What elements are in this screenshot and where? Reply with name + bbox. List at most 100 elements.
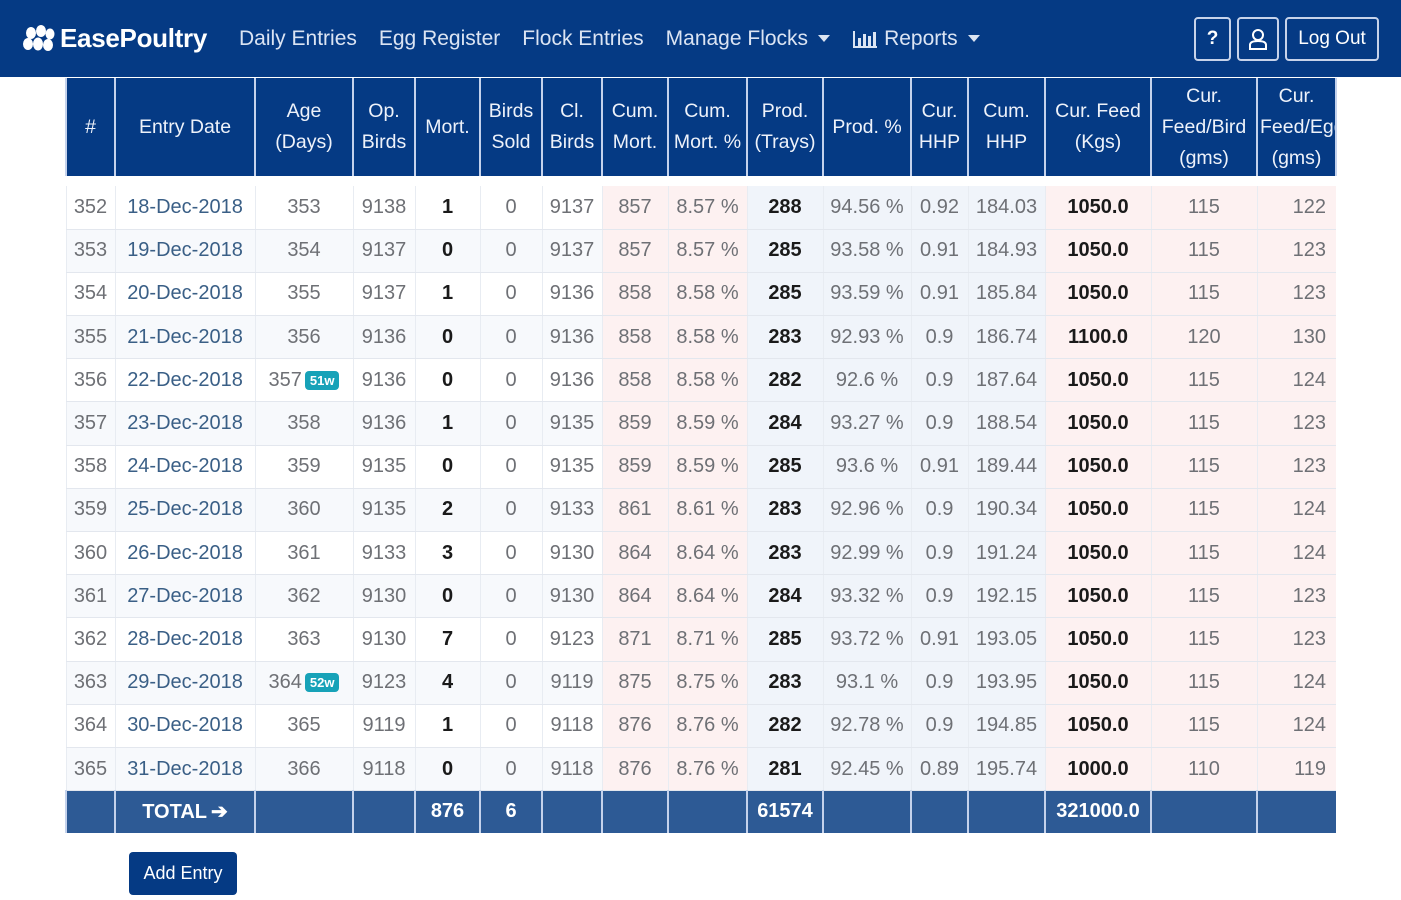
entry-date-link[interactable]: 29-Dec-2018	[114, 661, 255, 705]
column-header[interactable]: Cur. Feed/Bird (gms)	[1150, 78, 1258, 176]
cell-sold: 0	[479, 531, 542, 576]
column-header[interactable]: Prod. %	[822, 78, 912, 176]
daily-entries-table-container: # Entry Date Age (Days) Op. Birds Mort. Birds…	[65, 78, 1337, 833]
entry-date-link[interactable]: 30-Dec-2018	[114, 704, 255, 748]
age-value: 366	[287, 757, 321, 780]
cell-prod-pct: 93.58 %	[822, 229, 911, 273]
column-header[interactable]: Cum. HHP	[967, 78, 1046, 176]
cell-cl-birds: 9130	[541, 531, 602, 576]
nav-flock-entries[interactable]: Flock Entries	[522, 27, 643, 51]
cell-age: 360	[254, 488, 353, 533]
cell-feed-egg: 124	[1256, 488, 1336, 533]
cell-prod-pct: 93.6 %	[822, 445, 911, 489]
cell-cum-mort: 875	[601, 661, 668, 705]
cell-feed-bird: 115	[1150, 617, 1257, 662]
column-header[interactable]: Cur. Feed (Kgs)	[1044, 78, 1152, 176]
cell-feed-egg: 119	[1256, 747, 1336, 792]
entry-date-link[interactable]: 19-Dec-2018	[114, 229, 255, 273]
table-header-row: # Entry Date Age (Days) Op. Birds Mort. Birds…	[65, 78, 1337, 176]
entry-date-link[interactable]: 21-Dec-2018	[114, 315, 255, 360]
column-header[interactable]: Prod. (Trays)	[746, 78, 824, 176]
logout-button[interactable]: Log Out	[1285, 17, 1379, 61]
entry-date-link[interactable]: 27-Dec-2018	[114, 574, 255, 619]
cell-cur-hhp: 0.91	[910, 617, 968, 662]
column-header[interactable]: Birds Sold	[479, 78, 543, 176]
nav-reports-dropdown[interactable]: Reports	[852, 27, 980, 51]
cell-cum-hhp: 190.34	[967, 488, 1045, 533]
cell-feed-egg: 124	[1256, 531, 1336, 576]
cell-age: 353	[254, 186, 353, 230]
add-entry-button[interactable]: Add Entry	[129, 852, 237, 895]
entry-date-link[interactable]: 28-Dec-2018	[114, 617, 255, 662]
cell-feed: 1050.0	[1044, 704, 1151, 748]
age-value: 365	[287, 714, 321, 737]
cell-prod-pct: 94.56 %	[822, 186, 911, 230]
nav-links: Daily Entries Egg Register Flock Entries…	[227, 27, 990, 51]
column-header[interactable]: #	[65, 78, 116, 176]
cell-prod-pct: 92.99 %	[822, 531, 911, 576]
column-header[interactable]: Cum. Mort.	[601, 78, 669, 176]
nav-egg-register-label: Egg Register	[378, 26, 501, 50]
table-body: 352 18-Dec-2018 353 9138 1 0 9137 857 8.57 % 288 9…	[65, 186, 1336, 792]
table-row: 365 31-Dec-2018 366 9118 0 0 9118 876 8.76 % 281 9…	[65, 747, 1336, 792]
user-profile-button[interactable]	[1237, 17, 1279, 61]
cell-feed: 1050.0	[1044, 574, 1151, 619]
cell-mort: 3	[414, 531, 480, 576]
cell-op-birds: 9136	[352, 401, 415, 446]
cell-cum-mort-pct: 8.57 %	[667, 229, 747, 273]
age-value: 362	[287, 584, 321, 607]
entry-date-link[interactable]: 23-Dec-2018	[114, 401, 255, 446]
cell-cum-mort: 859	[601, 401, 668, 446]
cell-feed-egg: 122	[1256, 186, 1336, 230]
column-header[interactable]: Entry Date	[114, 78, 256, 176]
nav-daily-entries[interactable]: Daily Entries	[239, 27, 357, 51]
cell-cur-hhp: 0.91	[910, 272, 968, 317]
column-header[interactable]: Cum. Mort. %	[667, 78, 748, 176]
age-value: 355	[287, 282, 321, 305]
cell-num: 361	[65, 574, 115, 619]
column-header[interactable]: Mort.	[414, 78, 481, 176]
nav-egg-register[interactable]: Egg Register	[379, 27, 500, 51]
entry-date-link[interactable]: 26-Dec-2018	[114, 531, 255, 576]
cell-cl-birds: 9136	[541, 358, 602, 403]
column-header[interactable]: Cl. Birds	[541, 78, 603, 176]
entry-date-link[interactable]: 24-Dec-2018	[114, 445, 255, 489]
cell-cur-hhp: 0.91	[910, 229, 968, 273]
header-gap	[66, 176, 1336, 186]
cell-sold: 0	[479, 574, 542, 619]
column-header[interactable]: Age (Days)	[254, 78, 354, 176]
brand-logo[interactable]: EasePoultry	[22, 23, 207, 54]
cell-age: 362	[254, 574, 353, 619]
totals-row: TOTAL ➔ 876 6 61574 321000.0	[65, 790, 1336, 833]
cell-op-birds: 9119	[352, 704, 415, 748]
daily-entries-table: # Entry Date Age (Days) Op. Birds Mort. Birds…	[65, 78, 1337, 833]
cell-op-birds: 9133	[352, 531, 415, 576]
cell-feed: 1050.0	[1044, 661, 1151, 705]
column-header[interactable]: Op. Birds	[352, 78, 416, 176]
entry-date-link[interactable]: 20-Dec-2018	[114, 272, 255, 317]
cell-prod: 281	[746, 747, 823, 792]
cell-prod: 285	[746, 229, 823, 273]
age-value: 360	[287, 498, 321, 521]
help-button[interactable]: ?	[1194, 17, 1231, 61]
cell-num: 353	[65, 229, 115, 273]
cell-cum-mort-pct: 8.75 %	[667, 661, 747, 705]
cell-sold: 0	[479, 488, 542, 533]
totals-cell-prod-pct	[822, 790, 911, 833]
cell-age: 355	[254, 272, 353, 317]
cell-cum-hhp: 189.44	[967, 445, 1045, 489]
cell-cl-birds: 9137	[541, 229, 602, 273]
column-header[interactable]: Cur. Feed/Egg (gms)	[1256, 78, 1337, 176]
column-header[interactable]: Cur. HHP	[910, 78, 969, 176]
eggs-logo-icon	[23, 24, 55, 51]
entry-date-link[interactable]: 25-Dec-2018	[114, 488, 255, 533]
nav-manage-flocks-dropdown[interactable]: Manage Flocks	[666, 27, 831, 51]
cell-prod-pct: 93.27 %	[822, 401, 911, 446]
cell-feed-bird: 115	[1150, 531, 1257, 576]
cell-cum-mort: 864	[601, 531, 668, 576]
entry-date-link[interactable]: 22-Dec-2018	[114, 358, 255, 403]
entry-date-link[interactable]: 18-Dec-2018	[114, 186, 255, 230]
cell-cl-birds: 9118	[541, 747, 602, 792]
entry-date-link[interactable]: 31-Dec-2018	[114, 747, 255, 792]
totals-cell-cur-hhp	[910, 790, 968, 833]
